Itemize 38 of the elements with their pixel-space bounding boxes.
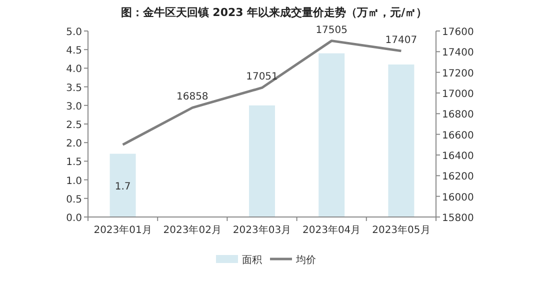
- y2-tick-label: 15800: [442, 213, 474, 224]
- data-label: 17505: [316, 24, 348, 36]
- y-tick-label: 0.0: [66, 213, 82, 224]
- y-tick-label: 1.5: [66, 157, 82, 168]
- data-label: 17407: [385, 34, 418, 46]
- y-tick-label: 0.5: [66, 194, 82, 206]
- data-label: 1.7: [114, 181, 131, 192]
- y-tick-label: 2.0: [66, 138, 82, 150]
- x-tick-label: 2023年03月: [232, 224, 292, 236]
- y2-tick-label: 17000: [442, 89, 474, 100]
- legend-label: 面积: [242, 255, 262, 266]
- bar: [249, 105, 275, 217]
- y2-tick-label: 17600: [442, 27, 474, 38]
- chart-title: 图：金牛区天回镇 2023 年以来成交量价走势（万㎡，元/㎡）: [120, 6, 428, 19]
- y-tick-label: 5.0: [66, 27, 82, 38]
- x-tick-label: 2023年04月: [302, 224, 361, 236]
- data-label: 17051: [246, 72, 278, 83]
- y2-tick-label: 17400: [442, 48, 474, 59]
- y2-tick-label: 16400: [442, 151, 474, 162]
- y2-tick-label: 16000: [442, 192, 474, 204]
- y2-tick-label: 16600: [442, 130, 474, 142]
- data-label: 16858: [176, 92, 208, 103]
- y2-tick-label: 16200: [442, 172, 474, 183]
- legend-label: 均价: [295, 254, 316, 266]
- y2-tick-label: 17200: [442, 68, 474, 80]
- x-tick-label: 2023年02月: [163, 224, 222, 236]
- x-tick-label: 2023年05月: [372, 224, 430, 236]
- bar: [318, 53, 345, 217]
- bar: [110, 154, 136, 217]
- y-tick-label: 3.0: [66, 101, 82, 112]
- y-tick-label: 4.0: [66, 64, 82, 76]
- y2-tick-label: 16800: [442, 110, 474, 121]
- y-tick-label: 3.5: [66, 82, 82, 94]
- y-tick-label: 2.5: [66, 120, 82, 131]
- y-tick-label: 4.5: [66, 46, 82, 57]
- x-tick-label: 2023年01月: [94, 224, 152, 236]
- bar: [388, 64, 414, 217]
- y-tick-label: 1.0: [66, 176, 82, 187]
